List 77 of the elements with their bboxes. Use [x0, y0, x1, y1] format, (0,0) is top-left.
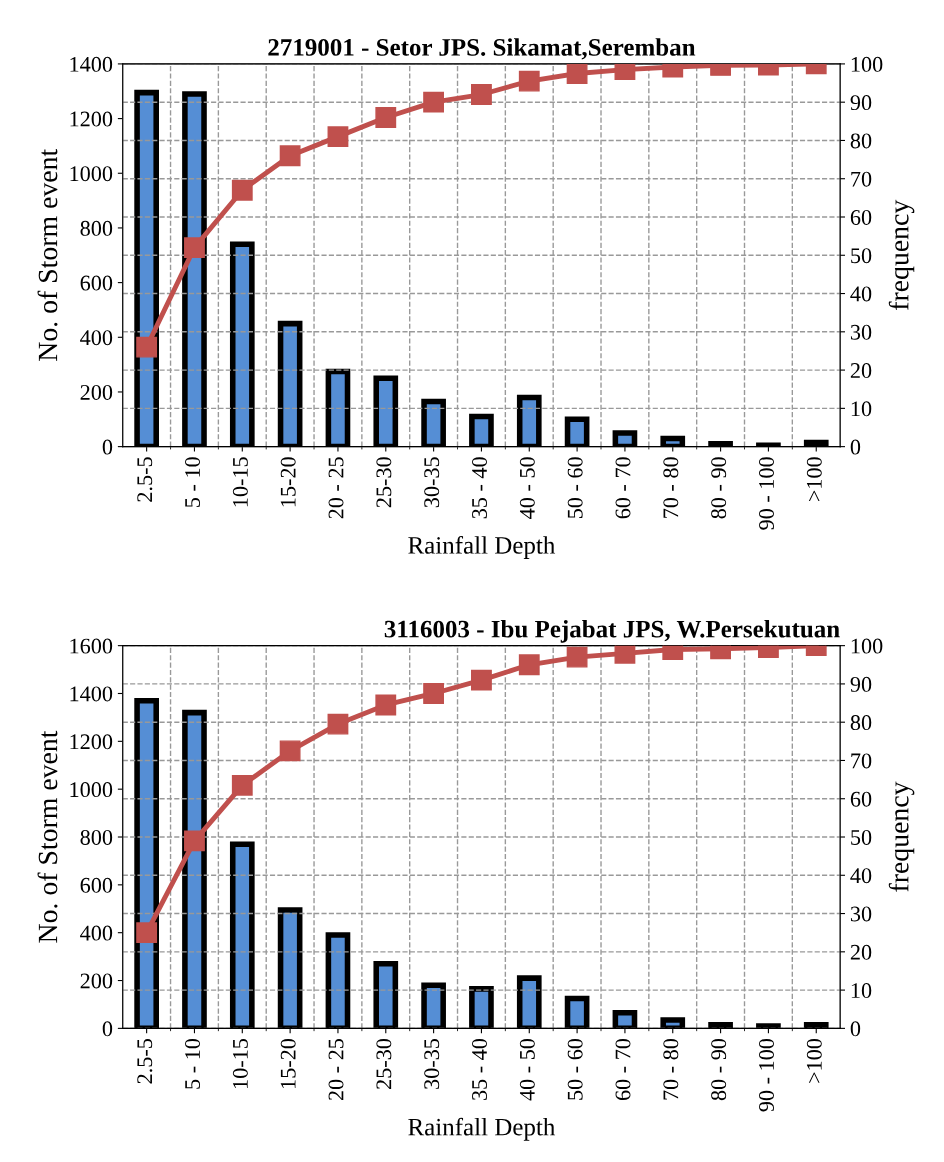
y2-tick-label: 0: [850, 439, 861, 455]
x-tick-label: 50 - 60: [567, 1038, 583, 1100]
x-tick-label: 2.5-5: [137, 457, 153, 502]
y2-tick-label: 100: [851, 638, 883, 654]
y-tick-label: 1400: [70, 686, 113, 702]
y-tick-label: 400: [80, 330, 113, 346]
y-tick-label: 0: [102, 439, 113, 455]
y-tick-label: 0: [102, 1021, 113, 1037]
x-axis-title: Rainfall Depth: [408, 1117, 556, 1141]
x-tick-label: 80 - 90: [711, 457, 727, 519]
x-tick-label: 70 - 80: [663, 1038, 679, 1100]
x-tick-label: 35 - 40: [472, 457, 487, 519]
x-tick-label: >100: [806, 1038, 822, 1083]
x-axis-title: Rainfall Depth: [408, 535, 556, 559]
x-tick-label: 35 - 40: [472, 1038, 487, 1100]
y2-tick-label: 50: [851, 248, 872, 264]
y2-tick-label: 30: [850, 906, 872, 922]
y2-tick-label: 70: [851, 171, 872, 187]
x-tick-label: 20 - 25: [328, 457, 344, 519]
y-axis-title: No. of Storm event: [37, 148, 58, 361]
y2-tick-label: 50: [851, 829, 872, 845]
x-tick-label: 5 - 10: [185, 1038, 201, 1089]
chart-title: 2719001 - Setor JPS. Sikamat,Seremban: [268, 38, 696, 60]
x-tick-label: 60 - 70: [615, 1038, 631, 1101]
y2-tick-label: 40: [850, 868, 872, 884]
y-tick-label: 1400: [70, 56, 113, 72]
y-tick-label: 1000: [70, 166, 113, 182]
y2-tick-label: 90: [850, 676, 872, 692]
y-tick-label: 600: [80, 275, 113, 291]
x-tick-label: 40 - 50: [519, 1038, 535, 1101]
y-tick-label: 800: [80, 829, 113, 845]
x-tick-label: 30-35: [424, 457, 440, 508]
x-tick-label: 20 - 25: [328, 1038, 344, 1101]
y2-tick-label: 10: [851, 401, 872, 417]
y-axis-title: No. of Storm event: [37, 730, 58, 943]
y-tick-label: 1000: [70, 782, 113, 798]
y2-tick-label: 100: [851, 56, 883, 72]
y-tick-label: 1200: [70, 111, 113, 127]
x-tick-label: 30-35: [424, 1038, 440, 1089]
y2-tick-label: 90: [850, 95, 872, 111]
x-tick-label: 15-20: [280, 1038, 296, 1088]
y-tick-label: 400: [80, 925, 113, 941]
x-tick-label: 60 - 70: [615, 457, 631, 519]
y-tick-label: 600: [80, 877, 113, 893]
y2-axis-title: frequency: [888, 199, 915, 310]
x-tick-label: 25-30: [376, 1038, 392, 1089]
x-tick-label: 15-20: [280, 457, 296, 507]
y2-tick-label: 20: [850, 944, 872, 960]
y2-tick-label: 10: [851, 983, 872, 999]
y-tick-label: 200: [80, 973, 113, 989]
y2-tick-label: 70: [851, 753, 872, 769]
y2-tick-label: 0: [850, 1021, 861, 1037]
x-tick-label: 80 - 90: [711, 1038, 727, 1101]
x-tick-label: 50 - 60: [567, 457, 583, 519]
x-tick-label: 90 - 100: [758, 1038, 774, 1112]
x-tick-label: 10-15: [232, 1038, 248, 1088]
x-tick-label: >100: [806, 457, 822, 502]
y-tick-label: 200: [80, 384, 113, 400]
y-tick-label: 1200: [70, 734, 113, 750]
x-tick-label: 10-15: [232, 457, 248, 507]
x-tick-label: 40 - 50: [519, 457, 535, 519]
y2-tick-label: 60: [850, 791, 872, 807]
y2-tick-label: 20: [850, 363, 872, 379]
y-tick-label: 800: [80, 220, 113, 236]
chart-title: 3116003 - Ibu Pejabat JPS, W.Persekutuan: [384, 619, 840, 643]
y-tick-label: 1600: [70, 638, 113, 654]
x-tick-label: 90 - 100: [758, 457, 774, 530]
x-tick-label: 70 - 80: [663, 457, 679, 518]
y2-tick-label: 80: [850, 133, 872, 149]
x-tick-label: 5 - 10: [185, 457, 201, 507]
y2-tick-label: 60: [850, 209, 872, 225]
y2-tick-label: 30: [850, 324, 872, 340]
y2-axis-title: frequency: [888, 781, 915, 892]
y2-tick-label: 40: [850, 286, 872, 302]
x-tick-label: 25-30: [376, 457, 392, 508]
y2-tick-label: 80: [850, 715, 872, 731]
x-tick-label: 2.5-5: [137, 1038, 153, 1084]
